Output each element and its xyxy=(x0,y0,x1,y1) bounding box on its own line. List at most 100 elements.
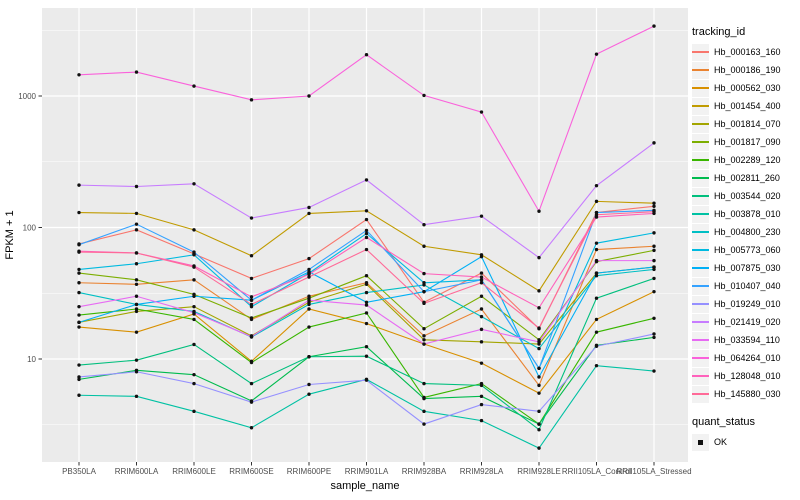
data-point xyxy=(537,383,541,388)
legend-key-swatch xyxy=(692,367,709,385)
legend-key-line xyxy=(692,159,709,161)
data-point xyxy=(652,316,656,320)
legend-key-swatch xyxy=(692,349,709,367)
data-point xyxy=(594,199,599,204)
legend-item-label: Hb_000163_160 xyxy=(714,47,781,57)
legend-item-label: Hb_145880_030 xyxy=(714,389,781,399)
legend-item-Hb_001817_090: Hb_001817_090 xyxy=(692,133,798,151)
legend-item-label: Hb_001454_400 xyxy=(714,101,781,111)
data-point xyxy=(134,211,139,216)
legend-item-label: Hb_019249_010 xyxy=(714,299,781,309)
data-point xyxy=(479,394,484,399)
x-tick-label: RRIM901LA xyxy=(345,467,389,476)
data-point xyxy=(594,213,599,217)
data-point xyxy=(652,369,656,373)
x-tick-label: RRII105LA_Control xyxy=(562,467,632,476)
data-point xyxy=(249,295,254,299)
data-point xyxy=(192,294,196,298)
legend-key-line xyxy=(692,105,709,107)
data-point xyxy=(479,340,484,344)
data-point xyxy=(192,381,196,386)
data-point xyxy=(134,262,139,266)
x-axis-title: sample_name xyxy=(330,480,399,492)
data-point xyxy=(594,363,599,368)
legend-key-line xyxy=(692,249,709,251)
x-tick-label: PB350LA xyxy=(62,467,96,476)
data-point xyxy=(652,24,656,28)
data-point xyxy=(192,253,196,257)
data-point xyxy=(77,183,81,187)
x-tick-label: RRIM600LE xyxy=(172,467,216,476)
legend-item-label: Hb_007875_030 xyxy=(714,263,781,273)
data-point xyxy=(594,52,599,56)
legend-item-label: Hb_003544_020 xyxy=(714,191,781,201)
legend-key-point xyxy=(698,439,703,445)
data-point xyxy=(479,271,484,275)
data-point xyxy=(364,290,369,295)
data-point xyxy=(422,381,426,386)
legend-key-line xyxy=(692,69,709,71)
data-point xyxy=(594,241,599,245)
data-point xyxy=(652,267,656,272)
data-point xyxy=(192,372,196,377)
x-tick-label: RRIM928LA xyxy=(460,467,504,476)
data-point xyxy=(594,330,599,334)
legend-item-Hb_003544_020: Hb_003544_020 xyxy=(692,187,798,205)
data-point xyxy=(537,391,541,395)
legend-item-label: Hb_003878_010 xyxy=(714,209,781,219)
data-point xyxy=(77,242,81,247)
data-point xyxy=(249,216,254,220)
legend-key-swatch xyxy=(692,187,709,205)
data-point xyxy=(77,281,81,285)
data-point xyxy=(537,340,541,344)
data-point xyxy=(307,325,311,329)
legend-key-swatch xyxy=(692,205,709,223)
data-point xyxy=(307,205,311,210)
legend-key-swatch xyxy=(692,169,709,187)
legend-key-swatch xyxy=(692,97,709,115)
data-point xyxy=(134,282,139,286)
data-point xyxy=(249,254,254,258)
legend-item-label: Hb_021419_020 xyxy=(714,317,781,327)
data-point xyxy=(479,383,484,388)
data-point xyxy=(249,316,254,320)
data-point xyxy=(422,326,426,331)
legend-title-quant-status: quant_status xyxy=(692,416,755,428)
legend-item-Hb_007875_030: Hb_007875_030 xyxy=(692,259,798,277)
data-point xyxy=(364,300,369,304)
data-point xyxy=(422,271,426,276)
legend-key-line xyxy=(692,303,709,305)
data-point xyxy=(652,141,656,145)
legend-quant-items: OK xyxy=(692,433,798,451)
data-point xyxy=(192,304,196,309)
data-point xyxy=(364,231,369,236)
data-point xyxy=(249,298,254,302)
data-point xyxy=(134,184,139,189)
data-point xyxy=(134,302,139,307)
legend-item-label: Hb_000186_190 xyxy=(714,65,781,75)
y-tick-label: 1000 xyxy=(18,92,36,101)
legend-item-label: Hb_002811_260 xyxy=(714,173,780,183)
data-point xyxy=(652,204,656,208)
legend-item-label: Hb_064264_010 xyxy=(714,353,781,363)
legend-item-Hb_145880_030: Hb_145880_030 xyxy=(692,385,798,403)
data-point xyxy=(77,304,81,309)
data-point xyxy=(307,211,311,216)
legend: tracking_id Hb_000163_160 Hb_000186_190 Hb… xyxy=(692,26,798,451)
legend-item-Hb_033594_110: Hb_033594_110 xyxy=(692,331,798,349)
y-axis-title: FPKM + 1 xyxy=(4,210,16,259)
data-point xyxy=(652,231,656,235)
data-point xyxy=(364,311,369,315)
data-point xyxy=(537,446,541,450)
legend-key-line xyxy=(692,141,709,143)
data-point xyxy=(364,378,369,382)
legend-item-label: OK xyxy=(714,437,728,447)
data-point xyxy=(192,265,196,269)
legend-item-Hb_004800_230: Hb_004800_230 xyxy=(692,223,798,241)
data-point xyxy=(479,307,484,311)
data-point xyxy=(77,210,81,215)
data-point xyxy=(134,278,139,282)
x-tick-label: RRIM928BA xyxy=(402,467,447,476)
data-point xyxy=(652,332,656,336)
data-point xyxy=(422,342,426,346)
